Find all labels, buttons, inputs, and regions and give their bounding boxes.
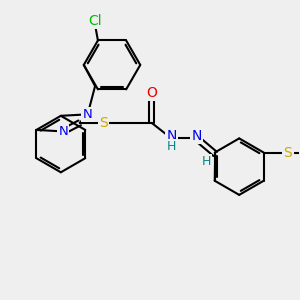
Text: S: S: [99, 116, 108, 130]
Text: N: N: [192, 129, 202, 143]
Text: S: S: [284, 146, 292, 160]
Text: N: N: [58, 125, 68, 138]
Text: Cl: Cl: [88, 14, 102, 28]
Text: H: H: [202, 155, 211, 168]
Text: H: H: [167, 140, 176, 153]
Text: O: O: [146, 86, 157, 100]
Text: N: N: [83, 108, 92, 121]
Text: N: N: [166, 129, 177, 143]
